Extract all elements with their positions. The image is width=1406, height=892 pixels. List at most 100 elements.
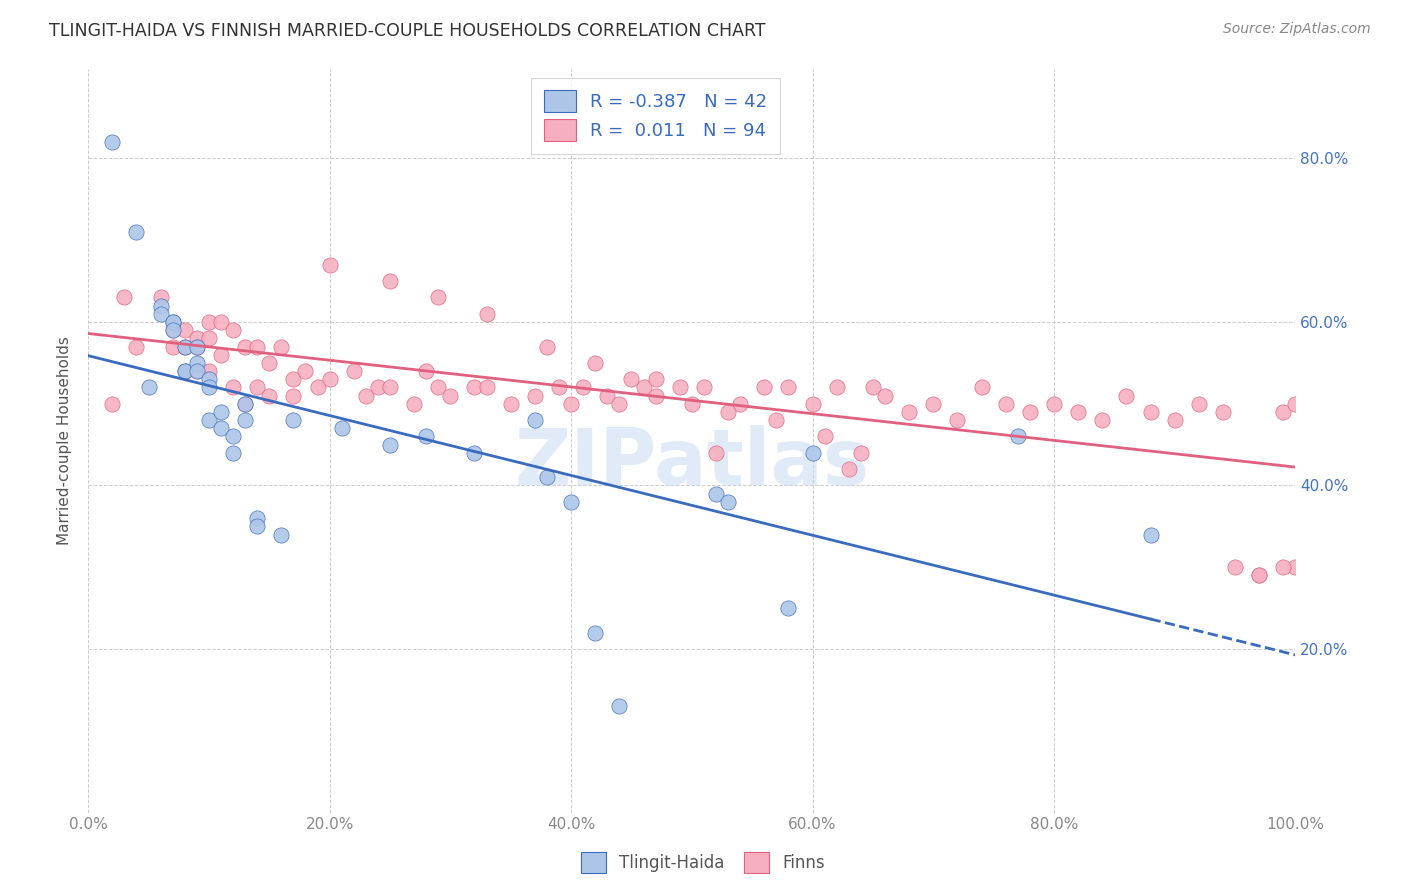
Point: [583, 356, 606, 370]
Point: [922, 397, 945, 411]
Point: [162, 323, 184, 337]
Point: [1272, 405, 1295, 419]
Point: [149, 307, 172, 321]
Point: [1007, 429, 1029, 443]
Point: [173, 364, 195, 378]
Point: [728, 397, 751, 411]
Point: [209, 421, 232, 435]
Point: [620, 372, 643, 386]
Point: [186, 339, 208, 353]
Point: [644, 388, 666, 402]
Point: [801, 446, 824, 460]
Point: [572, 380, 595, 394]
Point: [475, 380, 498, 394]
Text: Source: ZipAtlas.com: Source: ZipAtlas.com: [1223, 22, 1371, 37]
Point: [343, 364, 366, 378]
Point: [813, 429, 835, 443]
Point: [1223, 560, 1246, 574]
Point: [149, 299, 172, 313]
Point: [233, 413, 256, 427]
Point: [463, 380, 485, 394]
Point: [294, 364, 316, 378]
Point: [970, 380, 993, 394]
Point: [704, 486, 727, 500]
Point: [1188, 397, 1211, 411]
Point: [233, 397, 256, 411]
Point: [439, 388, 461, 402]
Point: [186, 364, 208, 378]
Point: [233, 397, 256, 411]
Point: [149, 290, 172, 304]
Point: [318, 258, 340, 272]
Point: [125, 225, 148, 239]
Legend: R = -0.387   N = 42, R =  0.011   N = 94: R = -0.387 N = 42, R = 0.011 N = 94: [531, 78, 780, 154]
Point: [415, 364, 437, 378]
Point: [246, 511, 269, 525]
Point: [704, 446, 727, 460]
Point: [209, 315, 232, 329]
Point: [1284, 560, 1306, 574]
Point: [101, 135, 124, 149]
Point: [246, 380, 269, 394]
Point: [609, 699, 631, 714]
Point: [378, 380, 401, 394]
Point: [222, 446, 245, 460]
Point: [825, 380, 848, 394]
Point: [548, 380, 571, 394]
Legend: Tlingit-Haida, Finns: Tlingit-Haida, Finns: [574, 846, 832, 880]
Point: [186, 331, 208, 345]
Point: [283, 413, 305, 427]
Point: [257, 388, 280, 402]
Point: [198, 380, 221, 394]
Point: [596, 388, 619, 402]
Point: [1212, 405, 1234, 419]
Point: [307, 380, 329, 394]
Point: [318, 372, 340, 386]
Point: [198, 315, 221, 329]
Point: [1115, 388, 1137, 402]
Text: TLINGIT-HAIDA VS FINNISH MARRIED-COUPLE HOUSEHOLDS CORRELATION CHART: TLINGIT-HAIDA VS FINNISH MARRIED-COUPLE …: [49, 22, 766, 40]
Point: [536, 339, 558, 353]
Point: [186, 364, 208, 378]
Point: [1139, 405, 1161, 419]
Point: [173, 339, 195, 353]
Point: [644, 372, 666, 386]
Point: [609, 397, 631, 411]
Point: [560, 397, 582, 411]
Point: [717, 405, 740, 419]
Point: [198, 364, 221, 378]
Point: [222, 323, 245, 337]
Point: [898, 405, 921, 419]
Point: [209, 348, 232, 362]
Point: [101, 397, 124, 411]
Point: [1043, 397, 1066, 411]
Point: [873, 388, 896, 402]
Point: [186, 339, 208, 353]
Point: [668, 380, 690, 394]
Point: [1249, 568, 1271, 582]
Point: [475, 307, 498, 321]
Point: [378, 437, 401, 451]
Text: ZIPatlas: ZIPatlas: [515, 425, 869, 500]
Point: [994, 397, 1017, 411]
Point: [173, 364, 195, 378]
Point: [367, 380, 389, 394]
Point: [162, 315, 184, 329]
Point: [862, 380, 884, 394]
Point: [463, 446, 485, 460]
Point: [583, 625, 606, 640]
Point: [838, 462, 860, 476]
Point: [270, 339, 292, 353]
Point: [681, 397, 703, 411]
Point: [198, 331, 221, 345]
Point: [283, 372, 305, 386]
Point: [162, 339, 184, 353]
Point: [162, 315, 184, 329]
Point: [1018, 405, 1040, 419]
Point: [222, 429, 245, 443]
Point: [138, 380, 160, 394]
Point: [246, 519, 269, 533]
Point: [1067, 405, 1090, 419]
Point: [270, 527, 292, 541]
Point: [778, 601, 800, 615]
